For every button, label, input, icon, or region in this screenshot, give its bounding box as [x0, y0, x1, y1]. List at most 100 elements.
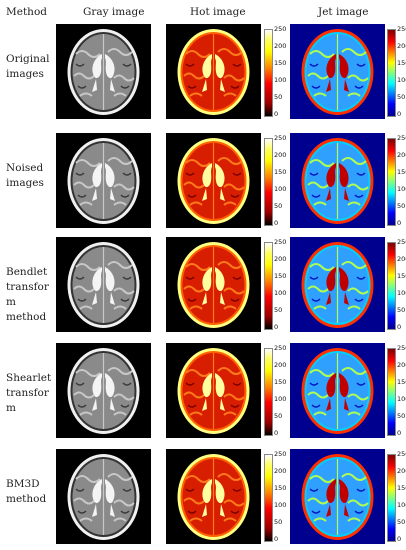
colorbar-tick-label: 100: [397, 289, 406, 297]
colorbar-tick-label: 100: [397, 395, 406, 403]
colorbar-tick-label: 50: [274, 93, 283, 101]
colorbar-tick-label: 250: [397, 344, 406, 352]
colorbar-tick-label: 50: [397, 518, 406, 526]
jet-colorbar: [387, 138, 396, 226]
hot-brain-image: [166, 343, 261, 438]
row-label: BM3D method: [6, 478, 47, 505]
colorbar-tick-label: 250: [274, 238, 287, 246]
colorbar-tick-label: 150: [274, 168, 287, 176]
brain-mri-jet-svg: [290, 343, 385, 438]
header-method: Method: [6, 6, 47, 18]
brain-mri-jet-svg: [290, 24, 385, 119]
colorbar-tick-label: 250: [397, 134, 406, 142]
brain-mri-hot-svg: [166, 237, 261, 332]
colorbar-tick-label: 250: [397, 450, 406, 458]
colorbar-tick-label: 150: [274, 484, 287, 492]
colorbar-tick-label: 50: [274, 518, 283, 526]
colorbar-tick-label: 100: [274, 395, 287, 403]
colorbar-tick-label: 150: [397, 168, 406, 176]
jet-brain-image: [290, 343, 385, 438]
brain-mri-jet-svg: [290, 133, 385, 228]
colorbar-tick-label: 50: [397, 93, 406, 101]
colorbar-tick-label: 150: [274, 272, 287, 280]
colorbar-tick-label: 50: [274, 202, 283, 210]
hot-brain-image: [166, 133, 261, 228]
colorbar-tick-label: 250: [274, 134, 287, 142]
colorbar-tick-label: 0: [397, 323, 402, 331]
jet-brain-image: [290, 237, 385, 332]
colorbar-tick-label: 100: [397, 501, 406, 509]
colorbar-tick-label: 100: [397, 185, 406, 193]
colorbar-tick-label: 150: [274, 378, 287, 386]
colorbar-tick-label: 50: [397, 202, 406, 210]
colorbar-tick-label: 100: [274, 501, 287, 509]
hot-colorbar: [264, 29, 273, 117]
brain-mri-gray-svg: [56, 449, 151, 544]
hot-colorbar: [264, 138, 273, 226]
jet-brain-image: [290, 24, 385, 119]
colorbar-tick-label: 200: [274, 467, 287, 475]
colorbar-tick-label: 0: [397, 535, 402, 543]
colorbar-tick-label: 250: [274, 25, 287, 33]
jet-colorbar: [387, 348, 396, 436]
colorbar-tick-label: 250: [274, 344, 287, 352]
brain-mri-jet-svg: [290, 237, 385, 332]
brain-mri-gray-svg: [56, 237, 151, 332]
brain-mri-gray-svg: [56, 343, 151, 438]
hot-colorbar: [264, 348, 273, 436]
header-gray-image: Gray image: [83, 6, 145, 18]
colorbar-tick-label: 150: [397, 378, 406, 386]
hot-brain-image: [166, 449, 261, 544]
colorbar-tick-label: 250: [397, 238, 406, 246]
row-label: Shearlet transfor m: [6, 372, 52, 414]
colorbar-tick-label: 50: [274, 412, 283, 420]
hot-colorbar: [264, 454, 273, 542]
colorbar-tick-label: 0: [274, 323, 279, 331]
colorbar-tick-label: 200: [397, 467, 406, 475]
row-label: Bendlet transfor m method: [6, 266, 49, 323]
hot-brain-image: [166, 24, 261, 119]
colorbar-tick-label: 0: [397, 429, 402, 437]
colorbar-tick-label: 50: [397, 306, 406, 314]
colorbar-tick-label: 0: [397, 219, 402, 227]
colorbar-tick-label: 50: [397, 412, 406, 420]
colorbar-tick-label: 150: [397, 484, 406, 492]
jet-colorbar: [387, 29, 396, 117]
gray-brain-image: [56, 343, 151, 438]
colorbar-tick-label: 200: [397, 151, 406, 159]
row-label: Noised images: [6, 162, 44, 189]
colorbar-tick-label: 200: [274, 361, 287, 369]
hot-colorbar: [264, 242, 273, 330]
colorbar-tick-label: 0: [274, 110, 279, 118]
colorbar-tick-label: 200: [397, 42, 406, 50]
header-jet-image: Jet image: [318, 6, 369, 18]
brain-mri-jet-svg: [290, 449, 385, 544]
colorbar-tick-label: 150: [397, 59, 406, 67]
colorbar-tick-label: 100: [274, 76, 287, 84]
brain-mri-gray-svg: [56, 24, 151, 119]
jet-brain-image: [290, 133, 385, 228]
jet-colorbar: [387, 242, 396, 330]
brain-mri-hot-svg: [166, 133, 261, 228]
jet-colorbar: [387, 454, 396, 542]
colorbar-tick-label: 200: [274, 42, 287, 50]
brain-mri-hot-svg: [166, 24, 261, 119]
colorbar-tick-label: 50: [274, 306, 283, 314]
gray-brain-image: [56, 449, 151, 544]
colorbar-tick-label: 0: [274, 429, 279, 437]
colorbar-tick-label: 0: [397, 110, 402, 118]
row-label: Original images: [6, 53, 50, 80]
colorbar-tick-label: 200: [274, 255, 287, 263]
colorbar-tick-label: 200: [397, 361, 406, 369]
brain-mri-hot-svg: [166, 343, 261, 438]
colorbar-tick-label: 100: [397, 76, 406, 84]
colorbar-tick-label: 250: [397, 25, 406, 33]
hot-brain-image: [166, 237, 261, 332]
colorbar-tick-label: 200: [274, 151, 287, 159]
colorbar-tick-label: 0: [274, 219, 279, 227]
colorbar-tick-label: 150: [397, 272, 406, 280]
brain-mri-gray-svg: [56, 133, 151, 228]
jet-brain-image: [290, 449, 385, 544]
gray-brain-image: [56, 24, 151, 119]
colorbar-tick-label: 100: [274, 185, 287, 193]
